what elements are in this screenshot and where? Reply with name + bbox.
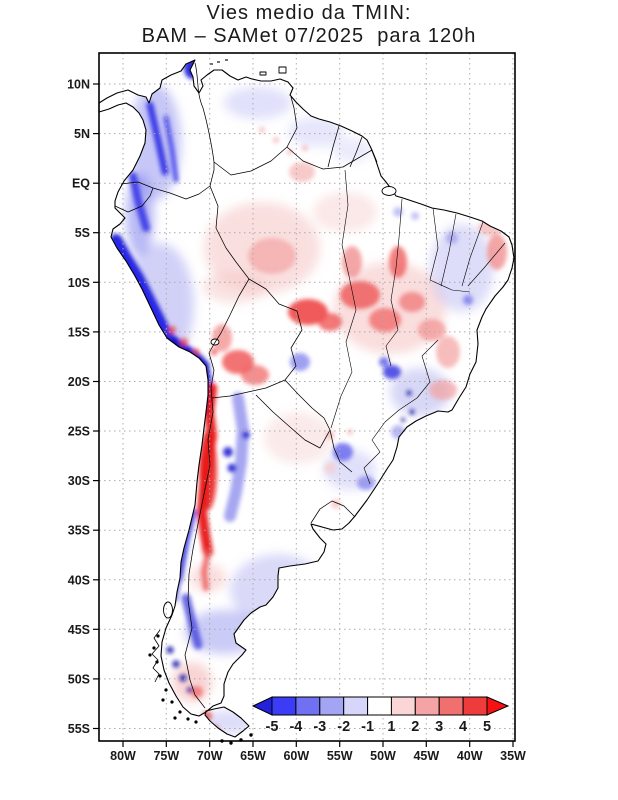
colorbar-label: -5 (266, 719, 279, 735)
lat-tick-label: 5S (75, 226, 90, 240)
colorbar-segment (295, 696, 321, 716)
lon-axis-labels: 80W 75W 70W 65W 60W 55W 50W 45W 40W 35W (110, 749, 526, 763)
colorbar-label: 4 (459, 719, 467, 735)
lat-tick-label: 5N (74, 127, 90, 141)
state-borders (330, 169, 506, 485)
colorbar-left-arrow (251, 696, 273, 716)
plot-frame (98, 52, 516, 742)
lon-tick-label: 35W (500, 749, 526, 763)
colorbar-segment (343, 696, 369, 716)
lon-tick-label: 70W (197, 749, 223, 763)
lat-tick-label: 40S (68, 573, 90, 587)
lat-tick-label: EQ (72, 177, 90, 191)
lat-tick-label: 10S (68, 276, 90, 290)
colorbar-label: -2 (337, 719, 350, 735)
lat-tick-label: 30S (68, 474, 90, 488)
plot-title-line2: BAM – SAMet 07/2025 para 120h (141, 25, 477, 47)
lat-tick-label: 25S (68, 425, 90, 439)
colorbar-segment (319, 696, 345, 716)
colorbar: -5 -4 -3 -2 -1 1 2 3 4 5 (251, 696, 510, 735)
colorbar-segment (367, 696, 393, 716)
lon-tick-label: 60W (283, 749, 309, 763)
lon-tick-marks (122, 741, 514, 747)
plot-title-line1: Vies medio da TMIN: (206, 2, 412, 24)
lat-axis-labels: 10N 5N EQ 5S 10S 15S 20S 25S 30S 35S 40S… (67, 78, 90, 737)
lon-tick-label: 80W (110, 749, 136, 763)
lat-tick-label: 15S (68, 325, 90, 339)
colorbar-segment (271, 696, 297, 716)
colorbar-label: 3 (435, 719, 443, 735)
colorbar-segment (462, 696, 488, 716)
colorbar-label: 2 (411, 719, 419, 735)
lon-tick-label: 45W (413, 749, 439, 763)
lat-tick-label: 55S (68, 722, 90, 736)
colorbar-segment (438, 696, 464, 716)
lon-tick-label: 75W (153, 749, 179, 763)
colorbar-label: -4 (289, 719, 302, 735)
plot-title: Vies medio da TMIN: BAM – SAMet 07/2025 … (0, 2, 618, 48)
colorbar-segment (414, 696, 440, 716)
colorbar-label: 5 (483, 719, 491, 735)
lon-tick-label: 40W (457, 749, 483, 763)
fjord-islands (148, 629, 253, 745)
country-borders (114, 62, 378, 709)
colorbar-label: -3 (313, 719, 326, 735)
colorbar-right-arrow (486, 696, 510, 716)
lat-tick-label: 35S (68, 524, 90, 538)
lon-tick-label: 65W (240, 749, 266, 763)
colorbar-segment (390, 696, 416, 716)
colorbar-label: 1 (387, 719, 395, 735)
lat-tick-label: 50S (68, 672, 90, 686)
lon-tick-label: 55W (327, 749, 353, 763)
lat-tick-label: 20S (68, 375, 90, 389)
coastline (98, 59, 515, 738)
lat-tick-label: 10N (67, 78, 90, 92)
lat-tick-marks (93, 83, 99, 730)
lat-tick-label: 45S (68, 623, 90, 637)
lon-tick-label: 50W (370, 749, 396, 763)
colorbar-labels: -5 -4 -3 -2 -1 1 2 3 4 5 (266, 719, 491, 735)
colorbar-label: -1 (361, 719, 374, 735)
